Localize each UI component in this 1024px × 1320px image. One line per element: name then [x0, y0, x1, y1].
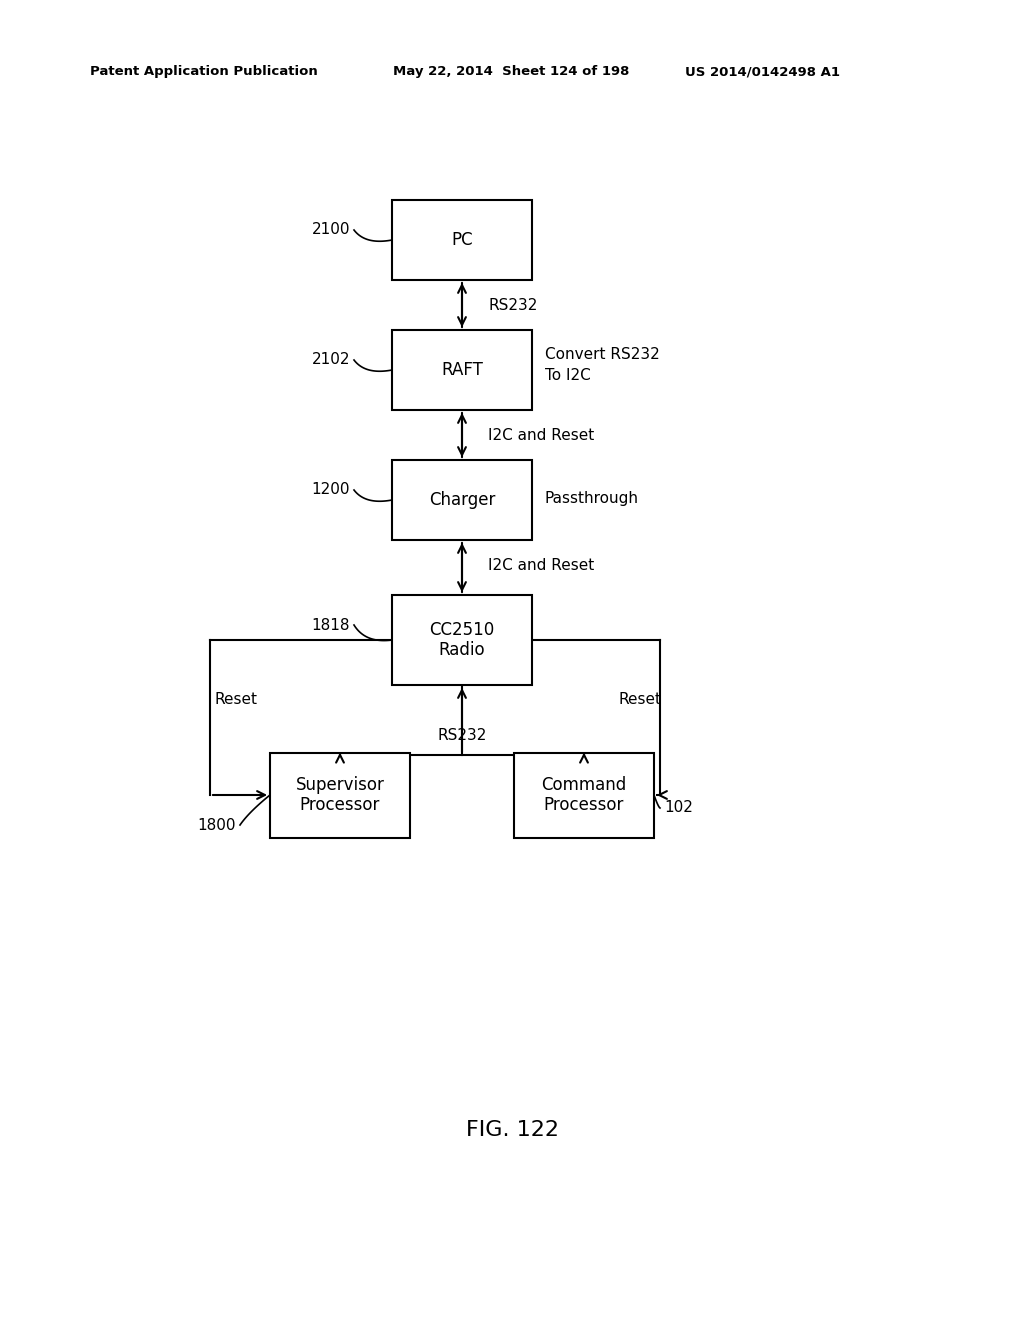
Text: CC2510
Radio: CC2510 Radio: [429, 620, 495, 660]
Text: Charger: Charger: [429, 491, 496, 510]
Text: 1200: 1200: [311, 483, 350, 498]
Bar: [270, 752, 410, 837]
Text: RS232: RS232: [488, 298, 538, 314]
Text: Reset: Reset: [618, 693, 662, 708]
Text: Command
Processor: Command Processor: [542, 776, 627, 814]
Bar: [392, 459, 532, 540]
Bar: [514, 752, 654, 837]
Text: Passthrough: Passthrough: [545, 491, 639, 506]
Text: RAFT: RAFT: [441, 360, 483, 379]
Text: 1818: 1818: [311, 618, 350, 632]
Text: FIG. 122: FIG. 122: [466, 1119, 558, 1140]
Text: 2100: 2100: [311, 223, 350, 238]
Text: I2C and Reset: I2C and Reset: [488, 429, 594, 444]
Text: Reset: Reset: [215, 693, 258, 708]
Bar: [392, 330, 532, 411]
Bar: [392, 595, 532, 685]
Text: Patent Application Publication: Patent Application Publication: [90, 66, 317, 78]
Text: Supervisor
Processor: Supervisor Processor: [296, 776, 384, 814]
Text: I2C and Reset: I2C and Reset: [488, 558, 594, 573]
Text: PC: PC: [452, 231, 473, 249]
Bar: [392, 201, 532, 280]
Text: May 22, 2014  Sheet 124 of 198: May 22, 2014 Sheet 124 of 198: [393, 66, 630, 78]
Text: US 2014/0142498 A1: US 2014/0142498 A1: [685, 66, 840, 78]
Text: RS232: RS232: [437, 729, 486, 743]
Text: Convert RS232
To I2C: Convert RS232 To I2C: [545, 347, 659, 383]
Text: 102: 102: [664, 800, 693, 816]
Text: 2102: 2102: [311, 352, 350, 367]
Text: 1800: 1800: [198, 817, 236, 833]
